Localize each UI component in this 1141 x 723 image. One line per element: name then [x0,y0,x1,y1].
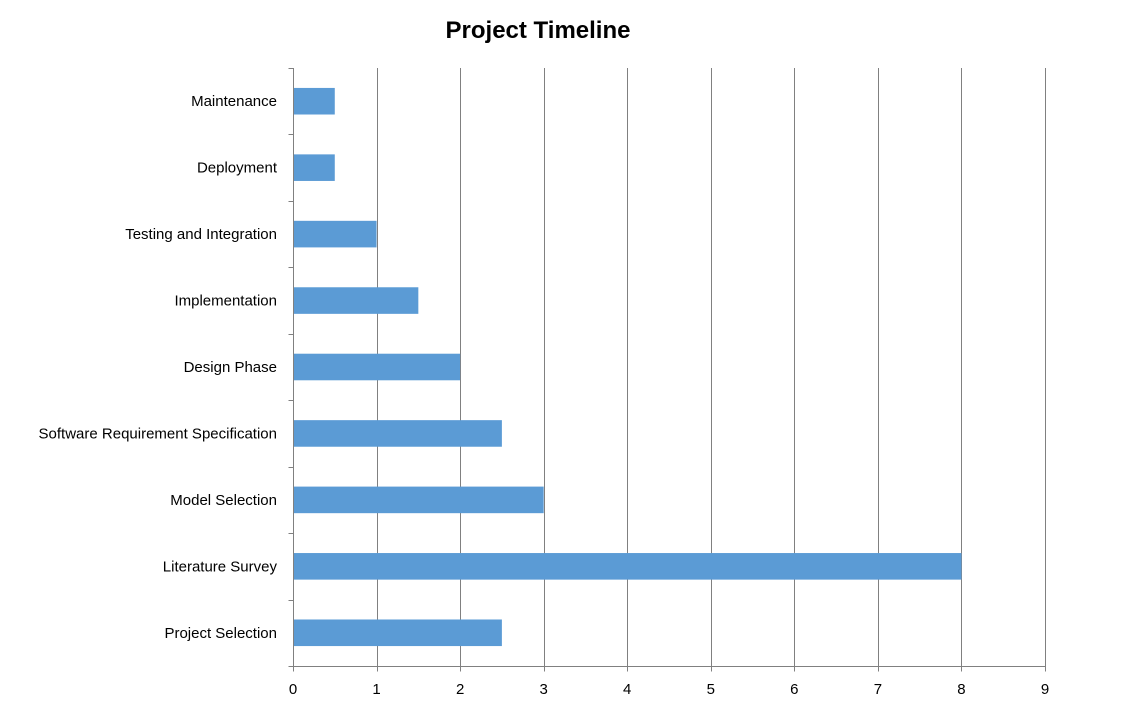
bar-project-selection [293,619,502,646]
category-label: Project Selection [164,625,277,642]
bar-model-selection [293,487,544,514]
category-label: Testing and Integration [125,226,277,243]
category-label: Model Selection [170,492,277,509]
bar-software-requirement-specification [293,420,502,447]
category-label: Maintenance [191,93,277,110]
bar-design-phase [293,354,460,381]
x-tick-label: 4 [623,681,631,698]
category-label: Deployment [197,160,278,177]
x-tick-label: 7 [874,681,882,698]
x-tick-label: 1 [372,681,380,698]
category-label: Implementation [174,293,277,310]
bar-testing-and-integration [293,221,377,248]
x-tick-label: 6 [790,681,798,698]
x-tick-label: 2 [456,681,464,698]
x-tick-label: 0 [289,681,297,698]
x-tick-label: 8 [957,681,965,698]
category-label: Literature Survey [163,558,278,575]
bar-implementation [293,287,418,314]
bar-maintenance [293,88,335,115]
x-tick-labels: 0 1 2 3 4 5 6 7 8 9 [289,681,1049,698]
x-tick-label: 3 [539,681,547,698]
category-label: Design Phase [184,359,277,376]
bar-deployment [293,154,335,181]
chart-title: Project Timeline [446,17,631,44]
x-tick-label: 5 [707,681,715,698]
x-tick-label: 9 [1041,681,1049,698]
category-label: Software Requirement Specification [39,425,277,442]
bar-literature-survey [293,553,961,580]
category-labels: Project Selection Literature Survey Model … [39,93,278,642]
